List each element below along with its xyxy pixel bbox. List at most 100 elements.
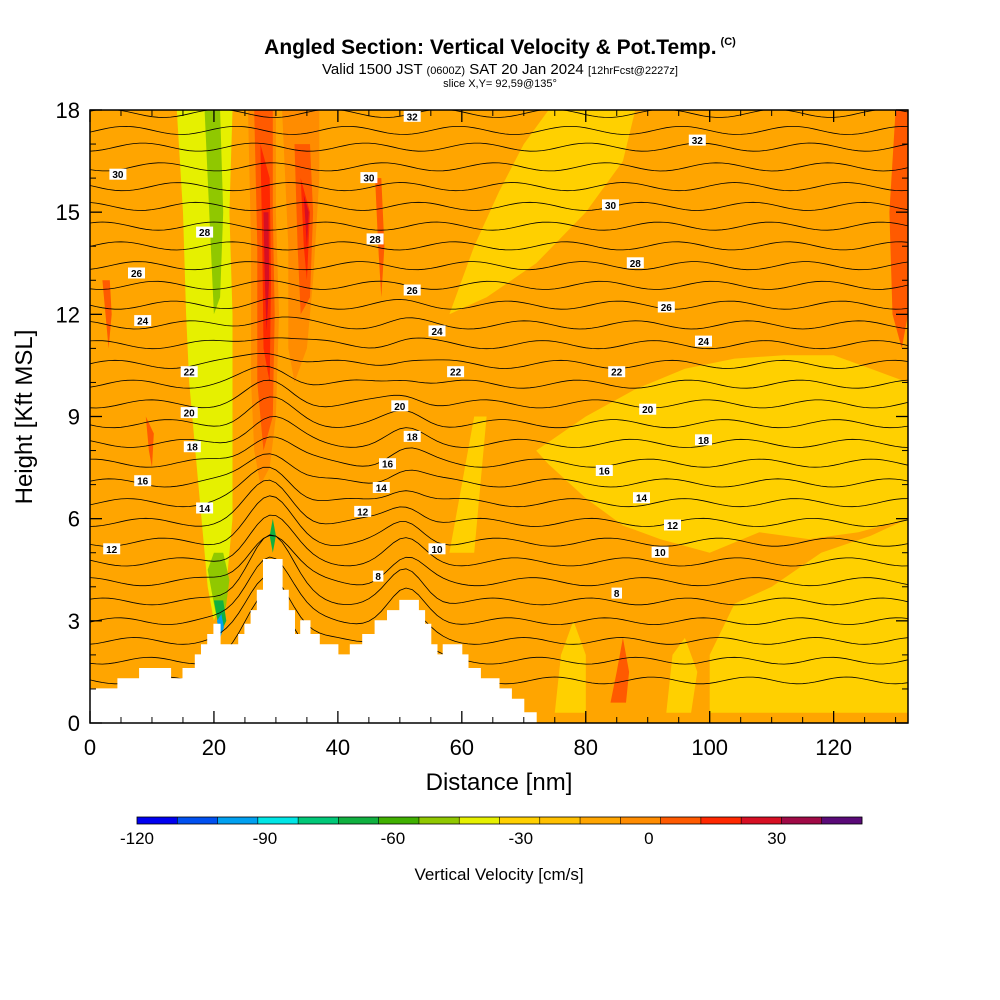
contour-label-box [180,366,198,378]
contour-label-box [360,172,378,184]
contour-label-box [633,492,650,504]
contour-label-box [372,570,384,582]
theta-contour-line [90,201,908,211]
contour-label-text: 30 [605,201,617,212]
contour-label: 20 [391,400,409,413]
x-tick-label: 60 [450,735,474,760]
contour-label-text: 28 [199,228,211,239]
contour-label-text: 26 [661,303,673,314]
contour-label: 12 [664,519,681,532]
y-tick-label: 18 [56,98,80,123]
x-tick-label: 80 [574,735,598,760]
contour-label-text: 14 [636,494,648,505]
contour-label-text: 8 [375,572,381,583]
contour-label-text: 10 [431,545,443,556]
contour-labels: 32 32 30 30 30 28 28 28 26 26 26 24 24 24 22 22 22 20 20 20… [103,110,712,600]
contour-label-box [134,475,152,487]
y-tick-label: 3 [68,609,80,634]
contour-label-text: 24 [431,327,443,338]
colorbar-swatch [298,817,339,824]
slice-info: slice X,Y= 92,59@135° [443,78,557,90]
theta-contour-line [90,495,908,547]
contour-label: 14 [372,482,390,495]
theta-contour-line [90,534,908,606]
theta-contour-line [90,261,908,271]
x-tick-label: 40 [326,735,350,760]
contour-label-text: 22 [450,368,462,379]
contour-label: 12 [103,543,121,556]
contour-label-box [447,366,465,378]
theta-contour-line [90,352,908,369]
contour-label: 28 [626,257,644,270]
contour-label-box [403,430,421,442]
valid-time: Valid 1500 JST [322,61,423,78]
colorbar-swatch [620,817,661,824]
contour-label-box [626,257,644,269]
theta-contour-line [90,575,908,645]
colorbar-tick-label: -90 [253,829,278,848]
contour-label-box [639,403,657,415]
theta-contour-line [90,241,908,251]
theta-contour-line [90,514,908,567]
contour-label-text: 32 [692,136,704,147]
contour-label-box [183,441,201,453]
contour-label: 18 [183,441,201,454]
theta-contour-line [90,316,908,330]
colorbar-swatch [499,817,541,824]
theta-contour-line [90,436,908,468]
title-units: (C) [720,36,736,48]
contour-label-text: 18 [407,432,419,443]
contour-label: 8 [372,570,384,583]
utc-time: (0600Z) [426,65,466,77]
contour-label: 24 [134,315,152,328]
field-patch [145,416,154,468]
contour-label-text: 10 [655,548,667,559]
colorbar-tick-label: -60 [381,829,406,848]
colorbar-tick-label: -120 [120,829,154,848]
field-patch [263,212,270,332]
terrain-profile [90,559,537,723]
contour-label-text: 8 [614,589,620,600]
contour-label: 20 [639,403,657,416]
theta-contour-line [90,396,908,429]
colorbar-swatch [580,817,621,824]
contour-label-box [403,284,421,296]
field-patch [610,637,630,703]
colorbar-swatch [338,817,379,824]
theta-contour-line [90,556,908,626]
theta-contour-line [90,110,908,118]
contour-label-text: 12 [357,507,369,518]
theta-contour-line [90,92,908,100]
contour-label-text: 28 [370,235,382,246]
x-tick-label: 100 [691,735,728,760]
contour-label-box [608,366,626,378]
theta-contour-line [90,379,908,409]
contour-label-text: 28 [630,259,642,270]
contour-label-text: 26 [407,286,419,297]
y-axis-title: Height [Kft MSL] [11,330,38,505]
contour-label-box [695,335,712,347]
contour-label-box [196,502,214,514]
header: Angled Section: Vertical Velocity & Pot.… [0,0,1000,100]
contour-label: 14 [196,502,214,515]
contour-label: 26 [128,267,145,280]
contour-label-box [611,587,622,599]
contour-label-box [595,465,613,476]
contour-label: 16 [595,465,613,478]
contour-label: 26 [403,284,421,297]
contour-label: 8 [611,587,622,600]
colorbar-tick-label: 0 [644,829,653,848]
chart-title: Angled Section: Vertical Velocity & Pot.… [0,36,1000,60]
contour-label-box [428,543,446,555]
contour-label-box [128,267,145,279]
y-tick-label: 6 [68,507,80,532]
contour-label-text: 12 [106,545,118,556]
field-patch [709,518,908,713]
contour-label: 26 [657,301,675,314]
contour-label-box [354,505,372,517]
colorbar-tick-label: 30 [767,829,786,848]
theta-contour-line [90,125,908,135]
field-patch [889,110,908,349]
contour-label: 22 [447,366,465,379]
